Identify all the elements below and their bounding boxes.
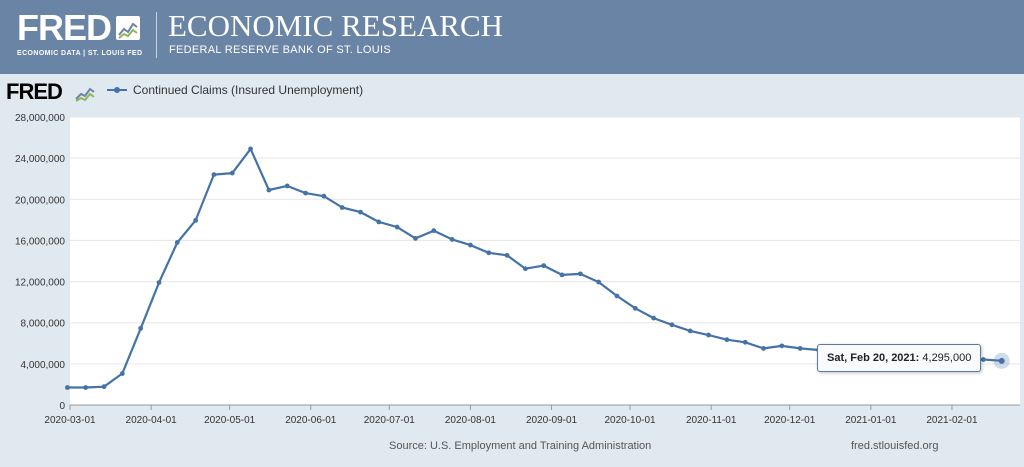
source-url[interactable]: fred.stlouisfed.org bbox=[851, 440, 939, 452]
data-point bbox=[119, 371, 125, 376]
header-subtitle: FEDERAL RESERVE BANK OF ST. LOUIS bbox=[169, 44, 392, 56]
data-point bbox=[193, 217, 199, 223]
data-point bbox=[614, 293, 620, 299]
data-point bbox=[266, 187, 272, 193]
data-point bbox=[687, 328, 693, 334]
data-point bbox=[632, 305, 638, 311]
data-point bbox=[83, 385, 89, 390]
y-tick-label: 0 bbox=[59, 401, 65, 412]
legend-swatch-icon bbox=[107, 87, 127, 93]
data-point bbox=[761, 346, 766, 351]
data-point bbox=[980, 357, 986, 362]
data-point bbox=[138, 325, 144, 331]
source-text: Source: U.S. Employment and Training Adm… bbox=[389, 440, 652, 452]
x-tick-label: 2020-03-01 bbox=[44, 415, 96, 426]
data-point bbox=[559, 272, 565, 278]
x-tick-label: 2020-06-01 bbox=[285, 415, 337, 426]
x-tick-label: 2021-01-01 bbox=[845, 415, 897, 426]
data-point bbox=[101, 384, 107, 390]
data-point bbox=[651, 315, 657, 321]
site-header: FRED ECONOMIC DATA | ST. LOUIS FED ECONO… bbox=[0, 0, 1024, 74]
hover-point bbox=[998, 357, 1005, 364]
data-point bbox=[64, 385, 70, 390]
data-point bbox=[376, 219, 382, 225]
y-tick-label: 4,000,000 bbox=[21, 360, 66, 371]
data-point bbox=[394, 224, 400, 230]
tooltip-date: Sat, Feb 20, 2021: bbox=[827, 352, 920, 364]
data-point bbox=[413, 235, 418, 241]
header-title: ECONOMIC RESEARCH bbox=[168, 8, 504, 43]
legend-label: Continued Claims (Insured Unemployment) bbox=[133, 83, 364, 97]
y-tick-label: 12,000,000 bbox=[15, 278, 65, 289]
data-point bbox=[596, 279, 602, 285]
data-point bbox=[797, 346, 803, 351]
fred-logo[interactable]: FRED ECONOMIC DATA | ST. LOUIS FED bbox=[17, 7, 142, 58]
data-point bbox=[229, 170, 235, 176]
data-point bbox=[724, 337, 730, 343]
y-tick-label: 20,000,000 bbox=[15, 195, 65, 206]
data-point bbox=[339, 205, 345, 210]
y-tick-label: 24,000,000 bbox=[15, 154, 65, 165]
data-point bbox=[669, 322, 675, 328]
x-axis: 2020-03-01 2020-04-01 2020-05-01 2020-06-01… bbox=[44, 404, 1020, 426]
x-tick-label: 2020-08-01 bbox=[445, 415, 497, 426]
tooltip-value: 4,295,000 bbox=[922, 352, 972, 364]
x-tick-label: 2020-12-01 bbox=[764, 415, 816, 426]
data-point bbox=[541, 263, 547, 269]
data-point bbox=[284, 183, 290, 189]
legend-item[interactable]: Continued Claims (Insured Unemployment) bbox=[107, 83, 363, 97]
x-tick-label: 2020-09-01 bbox=[526, 415, 578, 426]
data-point bbox=[174, 240, 180, 245]
fred-logo-tagline: ECONOMIC DATA | ST. LOUIS FED bbox=[17, 50, 143, 57]
data-point bbox=[577, 271, 583, 277]
legend-row: FRED Continued Claims (Insured Unemploym… bbox=[6, 80, 606, 104]
data-point bbox=[431, 228, 437, 234]
chart-fred-logo: FRED bbox=[6, 79, 63, 104]
data-point bbox=[742, 339, 748, 345]
data-point bbox=[449, 237, 455, 242]
data-point bbox=[706, 332, 711, 338]
chart-logo-icon bbox=[116, 16, 140, 40]
y-tick-label: 16,000,000 bbox=[15, 236, 65, 247]
x-tick-label: 2021-02-01 bbox=[926, 415, 978, 426]
data-point bbox=[522, 266, 528, 272]
data-point bbox=[468, 242, 473, 248]
x-tick-label: 2020-05-01 bbox=[204, 415, 256, 426]
data-point bbox=[486, 250, 492, 256]
data-point bbox=[156, 280, 162, 285]
data-point bbox=[504, 252, 510, 258]
x-tick-label: 2020-11-01 bbox=[686, 415, 737, 426]
header-divider bbox=[156, 12, 157, 58]
y-axis: 0 4,000,000 8,000,000 12,000,000 16,000,000 2… bbox=[15, 113, 66, 412]
data-point bbox=[779, 343, 785, 349]
data-tooltip: Sat, Feb 20, 2021: 4,295,000 bbox=[817, 344, 982, 372]
y-tick-label: 8,000,000 bbox=[21, 319, 66, 330]
x-tick-label: 2020-10-01 bbox=[604, 415, 656, 426]
x-tick-label: 2020-04-01 bbox=[126, 415, 178, 426]
chart-fred-logo-icon bbox=[75, 87, 95, 102]
data-point bbox=[211, 172, 217, 178]
data-point bbox=[358, 209, 363, 215]
y-tick-label: 28,000,000 bbox=[15, 113, 65, 124]
data-point bbox=[321, 193, 327, 199]
data-point bbox=[248, 146, 253, 152]
x-tick-label: 2020-07-01 bbox=[364, 415, 416, 426]
data-point bbox=[303, 190, 308, 196]
fred-logo-word: FRED bbox=[17, 7, 112, 48]
line-chart[interactable]: 0 4,000,000 8,000,000 12,000,000 16,000,000 2… bbox=[0, 0, 1024, 440]
